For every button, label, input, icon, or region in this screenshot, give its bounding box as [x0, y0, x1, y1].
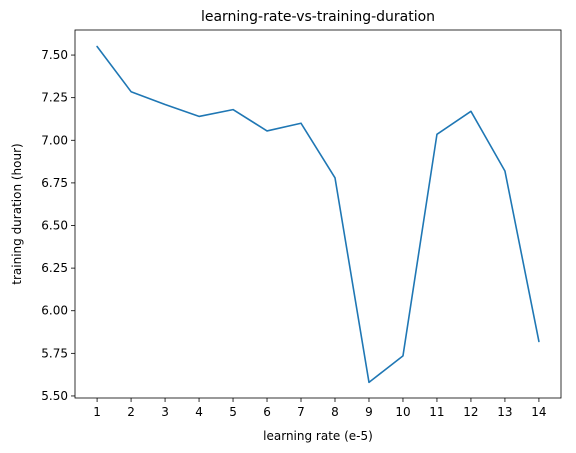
x-tick-label: 2 [127, 405, 135, 419]
series-line [96, 45, 540, 384]
x-tick-label: 8 [331, 405, 339, 419]
x-tick-label: 12 [463, 405, 478, 419]
series-group [96, 45, 540, 384]
y-tick-label: 6.75 [41, 176, 68, 190]
x-tick-label: 9 [365, 405, 373, 419]
y-tick-label: 6.00 [41, 304, 68, 318]
y-tick-label: 5.75 [41, 346, 68, 360]
y-tick-label: 6.25 [41, 261, 68, 275]
x-tick-label: 6 [263, 405, 271, 419]
x-tick-label: 11 [429, 405, 444, 419]
y-tick-label: 7.50 [41, 48, 68, 62]
x-tick-label: 3 [161, 405, 169, 419]
y-tick-label: 6.50 [41, 219, 68, 233]
y-axis-label: training duration (hour) [10, 143, 24, 284]
chart-title: learning-rate-vs-training-duration [201, 9, 435, 25]
y-tick-label: 7.00 [41, 133, 68, 147]
x-tick-label: 4 [195, 405, 203, 419]
x-axis-label: learning rate (e-5) [263, 429, 373, 443]
x-tick-label: 13 [497, 405, 512, 419]
x-tick-label: 14 [531, 405, 546, 419]
y-tick-label: 7.25 [41, 91, 68, 105]
x-tick-label: 1 [93, 405, 101, 419]
x-axis: 1 2 3 4 5 6 7 8 9 10 11 12 13 14 [93, 398, 547, 419]
x-tick-label: 10 [395, 405, 410, 419]
plot-frame [74, 29, 562, 399]
y-tick-label: 5.50 [41, 389, 68, 403]
y-axis: 5.50 5.75 6.00 6.25 6.50 6.75 7.00 7.25 7.50 [41, 48, 75, 403]
x-tick-label: 7 [297, 405, 305, 419]
x-tick-label: 5 [229, 405, 237, 419]
